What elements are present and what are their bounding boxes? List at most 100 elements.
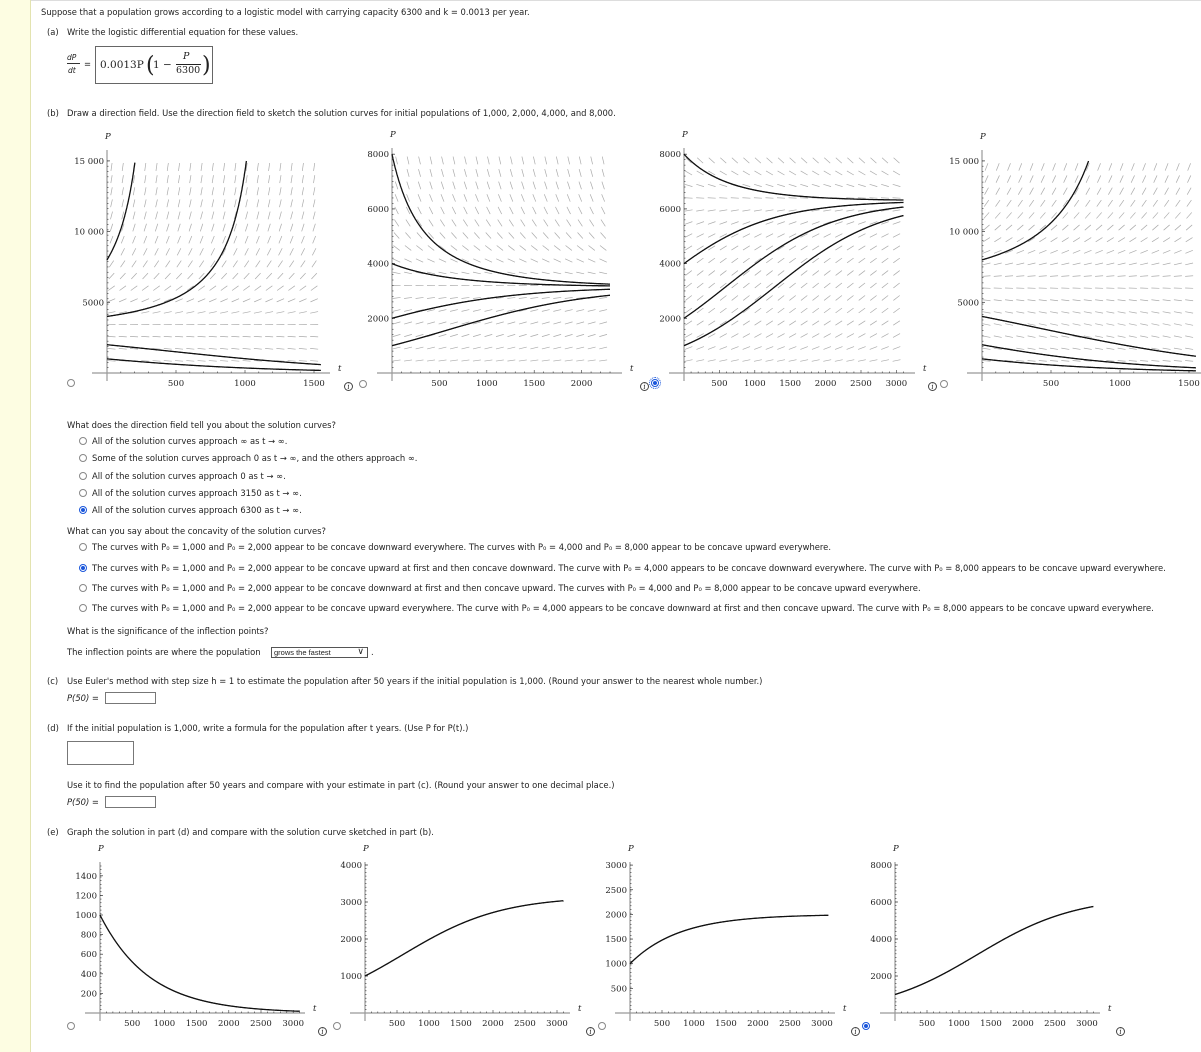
limit-option-label-1[interactable]: All of the solution curves approach ∞ as… xyxy=(92,436,288,446)
direction-field-segment xyxy=(472,271,481,275)
direction-field-segment xyxy=(452,156,456,165)
graph-e-option-2-radio[interactable] xyxy=(333,1022,341,1030)
direction-field-segment xyxy=(222,223,226,232)
direction-field-segment xyxy=(132,235,136,244)
direction-field-segment xyxy=(211,223,215,232)
direction-field-segment xyxy=(276,347,285,350)
direction-field-segment xyxy=(276,360,285,362)
direction-field-segment xyxy=(313,162,316,171)
direction-field-segment xyxy=(835,170,843,176)
direction-field-segment xyxy=(484,346,493,350)
direction-field-segment xyxy=(707,346,716,350)
limit-option-label-2[interactable]: Some of the solution curves approach 0 a… xyxy=(92,453,418,463)
direction-field-segment xyxy=(450,321,458,325)
direction-field-segment xyxy=(812,245,820,251)
direction-field-segment xyxy=(1006,212,1012,219)
direction-field-segment xyxy=(1118,224,1125,231)
direction-field-segment xyxy=(121,223,125,232)
direction-field-segment xyxy=(1151,323,1160,326)
direction-field-segment xyxy=(708,320,716,326)
graph-e-option-3-radio[interactable] xyxy=(598,1022,606,1030)
graph-b-option-3-radio[interactable] xyxy=(649,377,661,389)
direction-field-segment xyxy=(982,249,991,254)
graph-e-option-4-radio[interactable] xyxy=(862,1022,870,1030)
direction-field-segment xyxy=(509,206,514,215)
direction-field-segment xyxy=(256,187,259,196)
concavity-option-label-1[interactable]: The curves with P₀ = 1,000 and P₀ = 2,00… xyxy=(92,542,831,552)
t-tick-label: 2000 xyxy=(1012,1019,1034,1029)
direction-field-segment xyxy=(995,187,1001,195)
limit-option-radio-1[interactable] xyxy=(79,437,87,445)
direction-field-segment xyxy=(472,346,481,350)
part-c-answer-input[interactable] xyxy=(105,692,156,704)
direction-field-segment xyxy=(530,321,539,325)
direction-field-segment xyxy=(834,359,843,362)
direction-field-segment xyxy=(777,157,785,164)
direction-field-segment xyxy=(541,334,550,337)
limit-option-radio-4[interactable] xyxy=(79,489,87,497)
direction-field-segment xyxy=(198,272,205,280)
direction-field-segment xyxy=(1106,347,1115,350)
part-d-answer-input[interactable] xyxy=(105,796,156,808)
direction-field-segment xyxy=(1140,360,1149,362)
direction-field-segment xyxy=(696,270,704,276)
limit-option-label-4[interactable]: All of the solution curves approach 3150… xyxy=(92,488,302,498)
direction-field-segment xyxy=(696,320,704,326)
limit-option-label-3[interactable]: All of the solution curves approach 0 as… xyxy=(92,471,286,481)
direction-field-segment xyxy=(719,346,728,350)
graph-e-1-info-icon[interactable]: i xyxy=(318,1027,327,1036)
inflection-select[interactable]: grows the fastest ∨ xyxy=(271,647,368,658)
direction-field-segment xyxy=(811,359,820,362)
concavity-option-label-4[interactable]: The curves with P₀ = 1,000 and P₀ = 2,00… xyxy=(92,603,1154,613)
direction-field-segment xyxy=(1027,323,1036,326)
concavity-option-radio-1[interactable] xyxy=(79,543,87,551)
limit-option-radio-2[interactable] xyxy=(79,454,87,462)
direction-field-segment xyxy=(1062,199,1068,207)
direction-field-segment xyxy=(1118,237,1126,243)
part-d-formula-input[interactable] xyxy=(67,741,134,765)
direction-field-segment xyxy=(1185,299,1194,302)
direction-field-segment xyxy=(197,311,206,314)
graph-b-2-info-icon[interactable]: i xyxy=(640,382,649,391)
direction-field-segment xyxy=(142,260,148,268)
graph-b-option-1-radio[interactable] xyxy=(67,379,75,387)
concavity-option-label-3[interactable]: The curves with P₀ = 1,000 and P₀ = 2,00… xyxy=(92,583,921,593)
direction-field-segment xyxy=(1174,224,1182,231)
graph-e-3-info-icon[interactable]: i xyxy=(851,1027,860,1036)
concavity-option-radio-3[interactable] xyxy=(79,584,87,592)
direction-field-segment xyxy=(1063,175,1068,183)
concavity-option-radio-4[interactable] xyxy=(79,604,87,612)
direction-field-segment xyxy=(1005,311,1014,314)
direction-field-segment xyxy=(256,175,259,184)
answer-fraction-bar xyxy=(176,64,201,65)
concavity-option-label-2[interactable]: The curves with P₀ = 1,000 and P₀ = 2,00… xyxy=(92,563,1166,573)
direction-field-segment xyxy=(130,285,138,291)
graph-e-2-info-icon[interactable]: i xyxy=(586,1027,595,1036)
direction-field-segment xyxy=(983,224,990,231)
direction-field-segment xyxy=(1097,163,1101,171)
direction-field-segment xyxy=(519,245,527,251)
direction-field-segment xyxy=(1072,299,1081,302)
concavity-option-radio-2[interactable] xyxy=(79,564,87,572)
direction-field-segment xyxy=(287,336,296,338)
graph-e-option-1-radio[interactable] xyxy=(67,1022,75,1030)
direction-field-segment xyxy=(696,157,704,164)
direction-field-segment xyxy=(144,199,147,208)
direction-field-segment xyxy=(107,311,116,314)
limit-option-radio-5[interactable] xyxy=(79,506,87,514)
graph-b-option-2-radio[interactable] xyxy=(359,380,367,388)
limit-option-radio-3[interactable] xyxy=(79,472,87,480)
direction-field-segment xyxy=(507,359,516,362)
graph-b-option-4-radio[interactable] xyxy=(940,380,948,388)
limit-option-label-5[interactable]: All of the solution curves approach 6300… xyxy=(92,505,302,515)
direction-field-segment xyxy=(155,211,158,220)
equation-answer-box[interactable]: 0.0013P ( 1 − P 6300 ) xyxy=(95,46,213,84)
direction-field-segment xyxy=(1085,187,1091,195)
graph-b-1-info-icon[interactable]: i xyxy=(344,382,353,391)
graph-e-4-info-icon[interactable]: i xyxy=(1116,1027,1125,1036)
graph-b-3-info-icon[interactable]: i xyxy=(928,382,937,391)
direction-field-segment xyxy=(777,209,786,212)
direction-field-segment xyxy=(415,258,424,263)
direction-field-segment xyxy=(564,321,573,325)
